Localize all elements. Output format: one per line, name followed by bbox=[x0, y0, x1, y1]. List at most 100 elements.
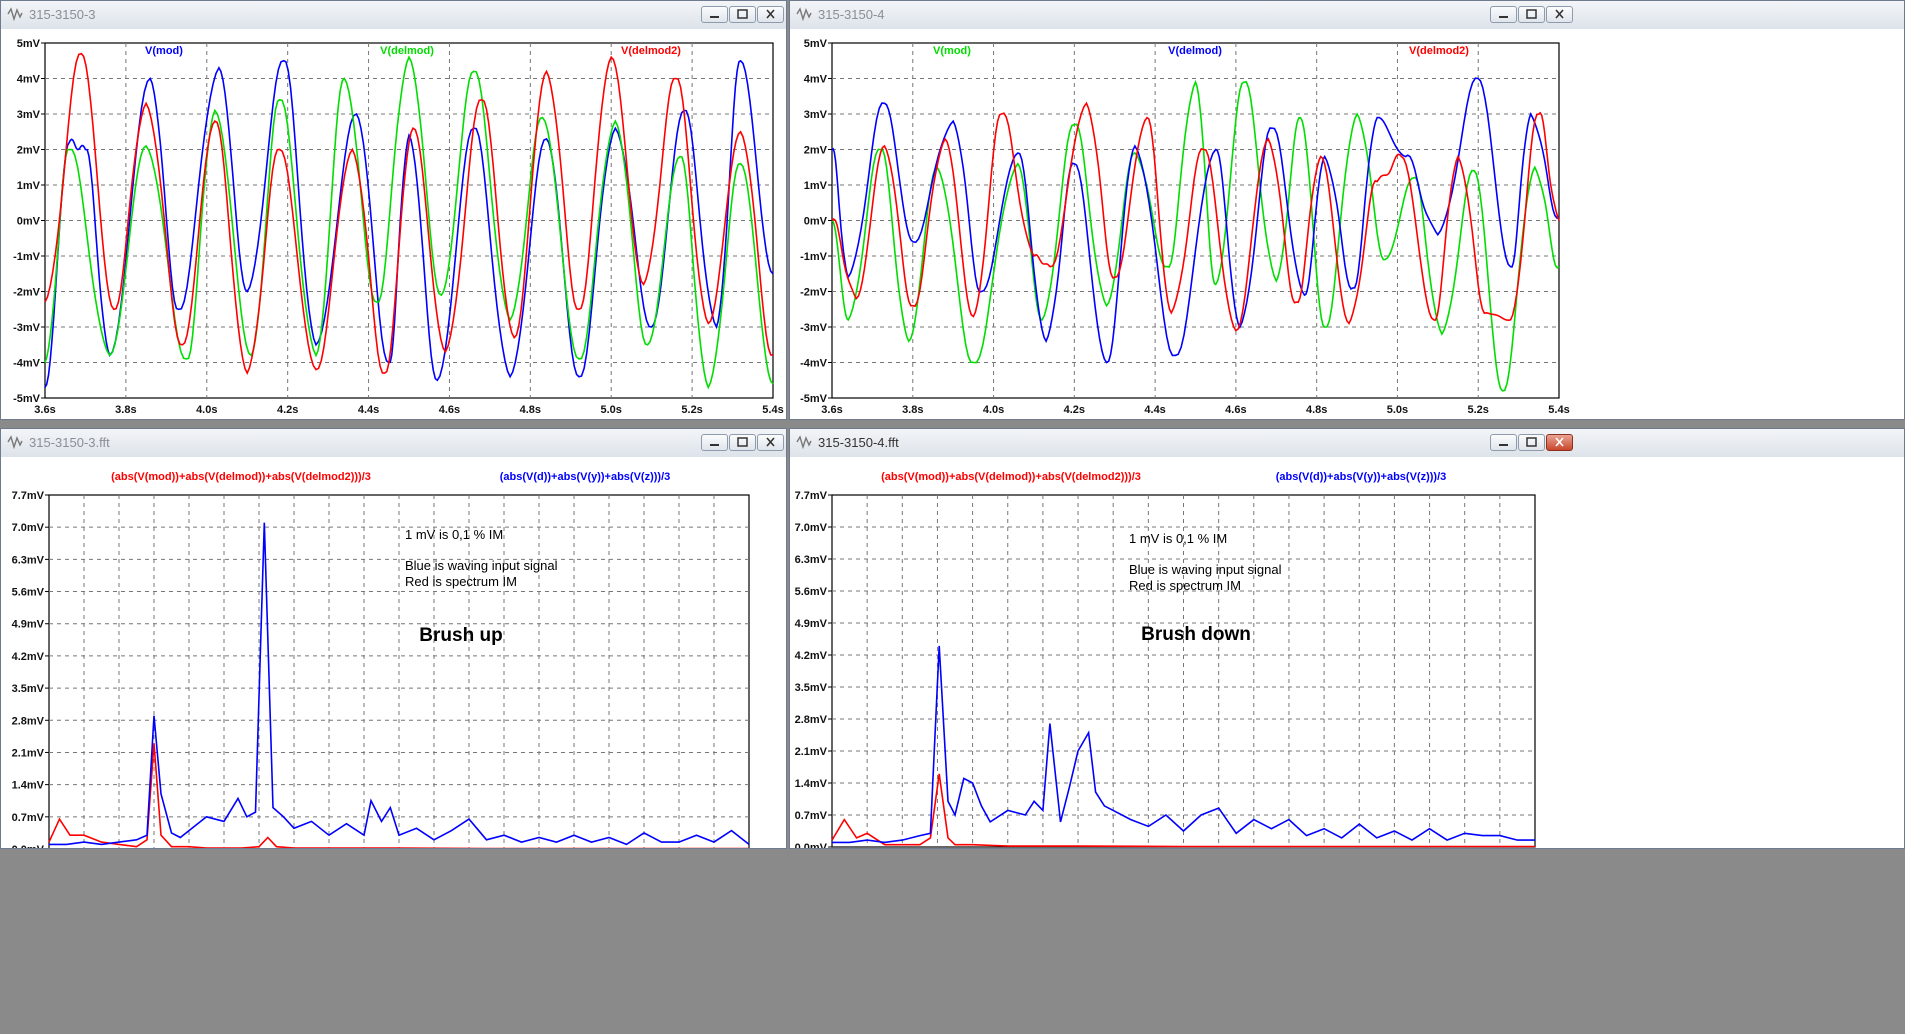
legend-label: V(delmod2) bbox=[1409, 45, 1469, 57]
legend-label: V(delmod2) bbox=[621, 45, 681, 57]
minimize-button[interactable] bbox=[1490, 6, 1517, 23]
x-tick-label: 5.0s bbox=[1387, 404, 1408, 416]
x-tick-label: 4.2s bbox=[277, 404, 298, 416]
legend-label: (abs(V(d))+abs(V(y))+abs(V(z)))/3 bbox=[1276, 471, 1447, 483]
waveform-plot-area[interactable]: 3.6s 3.8s 4.0s 4.2s 4.4s 4.6s 4.8s 5.0s 5.2s 5.4s… bbox=[790, 29, 1904, 419]
y-tick-label: 2.1mV bbox=[795, 746, 828, 758]
series-line bbox=[44, 52, 774, 376]
x-tick-label: 4.4s bbox=[1144, 404, 1165, 416]
maximize-icon bbox=[737, 437, 748, 447]
y-tick-label: 4.9mV bbox=[795, 618, 828, 630]
x-tick-label: 3.8s bbox=[902, 404, 923, 416]
maximize-button[interactable] bbox=[729, 434, 756, 451]
y-tick-label: 7.0mV bbox=[12, 522, 45, 534]
y-tick-label: 0.7mV bbox=[795, 810, 828, 822]
minimize-button[interactable] bbox=[1490, 434, 1517, 451]
y-tick-label: -3mV bbox=[800, 322, 828, 334]
series-line bbox=[831, 77, 1560, 364]
y-tick-label: 7.0mV bbox=[795, 522, 828, 534]
plot-window-top-left[interactable]: 315-3150-3 3.6s 3.8s 4.0s 4.2s 4.4s 4.6s 4.8s 5… bbox=[0, 0, 787, 420]
y-tick-label: 0.0mV bbox=[12, 844, 45, 848]
legend-label: (abs(V(mod))+abs(V(delmod))+abs(V(delmod… bbox=[111, 471, 371, 483]
plot-window-top-right[interactable]: 315-3150-4 3.6s 3.8s 4.0s 4.2s 4.4s 4.6s 4.8s 5… bbox=[789, 0, 1905, 420]
waveform-app-icon bbox=[796, 435, 812, 449]
legend-label: V(mod) bbox=[145, 45, 183, 57]
y-tick-label: -4mV bbox=[13, 358, 41, 370]
y-tick-label: -2mV bbox=[800, 287, 828, 299]
plot-window-bottom-left[interactable]: 315-3150-3.fft 0Hz2Hz4Hz6Hz8Hz10Hz12Hz14… bbox=[0, 428, 787, 849]
y-tick-label: 5.6mV bbox=[12, 587, 45, 599]
x-tick-label: 4.4s bbox=[358, 404, 379, 416]
close-button[interactable] bbox=[1546, 434, 1573, 451]
x-tick-label: 4.0s bbox=[983, 404, 1004, 416]
maximize-button[interactable] bbox=[729, 6, 756, 23]
y-tick-label: 4mV bbox=[804, 74, 828, 86]
minimize-icon bbox=[1499, 444, 1508, 446]
x-tick-label: 4.8s bbox=[520, 404, 541, 416]
close-button[interactable] bbox=[757, 434, 784, 451]
spectrum-plot-area[interactable]: 0Hz2Hz4Hz6Hz8Hz10Hz12Hz14Hz16Hz18Hz20Hz2… bbox=[790, 457, 1904, 848]
y-tick-label: 0mV bbox=[804, 216, 828, 228]
annotation-heading: Brush up bbox=[419, 625, 502, 646]
window-title: 315-3150-3.fft bbox=[29, 435, 110, 450]
title-bar[interactable]: 315-3150-3.fft bbox=[1, 429, 786, 458]
y-tick-label: 3.5mV bbox=[795, 682, 828, 694]
waveform-plot-area[interactable]: 3.6s 3.8s 4.0s 4.2s 4.4s 4.6s 4.8s 5.0s 5.2s 5.4s… bbox=[1, 29, 786, 419]
y-tick-label: 1.4mV bbox=[12, 780, 45, 792]
waveform-app-icon bbox=[7, 7, 23, 21]
y-tick-label: 4.9mV bbox=[12, 619, 45, 631]
y-tick-label: 6.3mV bbox=[12, 554, 45, 566]
y-tick-label: 7.7mV bbox=[12, 490, 45, 502]
y-tick-label: 0.7mV bbox=[12, 812, 45, 824]
y-tick-label: 4.2mV bbox=[795, 650, 828, 662]
close-icon bbox=[1555, 437, 1564, 447]
annotation-heading: Brush down bbox=[1141, 624, 1251, 645]
title-bar[interactable]: 315-3150-4 bbox=[790, 1, 1904, 30]
y-tick-label: 0.0mV bbox=[795, 842, 828, 848]
y-tick-label: 5.6mV bbox=[795, 586, 828, 598]
plot-window-bottom-right[interactable]: 315-3150-4.fft 0Hz2Hz4Hz6Hz8Hz10Hz12Hz14… bbox=[789, 428, 1905, 849]
x-tick-label: 5.2s bbox=[1468, 404, 1489, 416]
legend-label: V(delmod) bbox=[1168, 45, 1222, 57]
y-tick-label: -2mV bbox=[13, 287, 41, 299]
annotation-text: Red is spectrum IM bbox=[405, 574, 517, 589]
maximize-icon bbox=[1526, 437, 1537, 447]
minimize-button[interactable] bbox=[701, 434, 728, 451]
title-bar[interactable]: 315-3150-3 bbox=[1, 1, 786, 30]
series-line bbox=[831, 101, 1560, 332]
y-tick-label: 1mV bbox=[804, 180, 828, 192]
minimize-button[interactable] bbox=[701, 6, 728, 23]
annotation-text: 1 mV is 0,1 % IM bbox=[1129, 531, 1227, 546]
y-tick-label: 0mV bbox=[17, 216, 41, 228]
series-line bbox=[49, 522, 750, 846]
window-title: 315-3150-4 bbox=[818, 7, 885, 22]
y-tick-label: -1mV bbox=[800, 251, 828, 263]
y-tick-label: 2mV bbox=[804, 145, 828, 157]
y-tick-label: 2.8mV bbox=[12, 715, 45, 727]
close-icon bbox=[766, 9, 775, 19]
maximize-icon bbox=[1526, 9, 1537, 19]
series-line bbox=[832, 645, 1535, 844]
x-tick-label: 5.0s bbox=[601, 404, 622, 416]
y-tick-label: 1.4mV bbox=[795, 778, 828, 790]
y-tick-label: -5mV bbox=[13, 393, 41, 405]
minimize-icon bbox=[710, 444, 719, 446]
y-tick-label: 7.7mV bbox=[795, 490, 828, 502]
x-tick-label: 3.6s bbox=[34, 404, 55, 416]
spectrum-plot-area[interactable]: 0Hz2Hz4Hz6Hz8Hz10Hz12Hz14Hz16Hz18Hz20Hz2… bbox=[1, 457, 786, 848]
y-tick-label: 4.2mV bbox=[12, 651, 45, 663]
x-tick-label: 5.2s bbox=[681, 404, 702, 416]
minimize-icon bbox=[1499, 16, 1508, 18]
x-tick-label: 4.2s bbox=[1064, 404, 1085, 416]
maximize-button[interactable] bbox=[1518, 434, 1545, 451]
y-tick-label: 2.8mV bbox=[795, 714, 828, 726]
y-tick-label: -4mV bbox=[800, 358, 828, 370]
annotation-text: Blue is waving input signal bbox=[1129, 562, 1282, 577]
close-button[interactable] bbox=[1546, 6, 1573, 23]
legend-label: V(delmod) bbox=[380, 45, 434, 57]
y-tick-label: 5mV bbox=[17, 38, 41, 50]
close-button[interactable] bbox=[757, 6, 784, 23]
x-tick-label: 4.8s bbox=[1306, 404, 1327, 416]
maximize-button[interactable] bbox=[1518, 6, 1545, 23]
title-bar[interactable]: 315-3150-4.fft bbox=[790, 429, 1904, 458]
